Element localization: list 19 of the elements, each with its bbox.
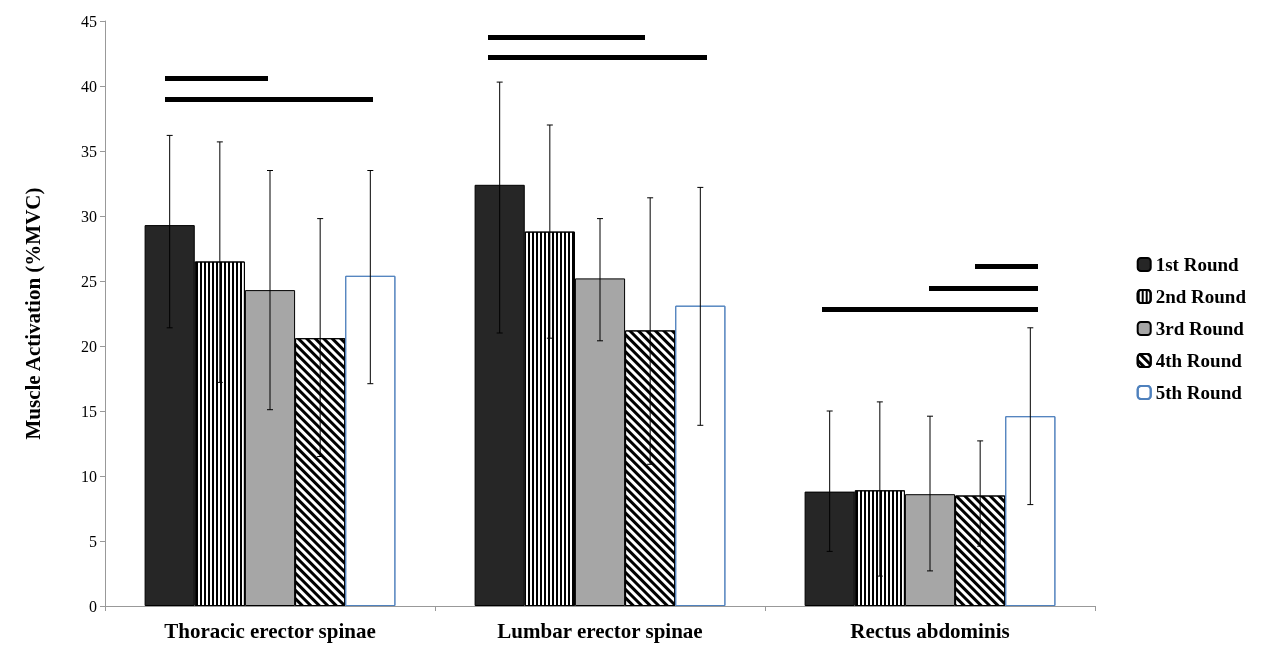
- y-tick-label: 25: [81, 272, 97, 290]
- y-tick-label: 20: [81, 337, 97, 355]
- y-axis-title: Muscle Activation (%MVC): [20, 187, 45, 440]
- legend-label: 1st Round: [1155, 254, 1240, 275]
- y-tick-label: 40: [81, 77, 97, 95]
- legend-label: 5th Round: [1155, 382, 1243, 403]
- x-tick-label: Thoracic erector spinae: [164, 618, 376, 643]
- legend-label: 2nd Round: [1155, 286, 1247, 307]
- y-tick-label: 30: [81, 207, 97, 225]
- x-tick-label: Lumbar erector spinae: [497, 618, 703, 643]
- y-tick-label: 35: [81, 142, 97, 160]
- y-tick-label: 0: [89, 597, 97, 615]
- x-tick-label: Rectus abdominis: [850, 618, 1010, 643]
- y-tick-label: 15: [81, 402, 97, 420]
- y-tick-label: 5: [89, 532, 97, 550]
- y-tick-label: 45: [81, 12, 97, 30]
- legend-label: 3rd Round: [1155, 318, 1245, 339]
- legend-label: 4th Round: [1155, 350, 1243, 371]
- y-tick-label: 10: [81, 467, 97, 485]
